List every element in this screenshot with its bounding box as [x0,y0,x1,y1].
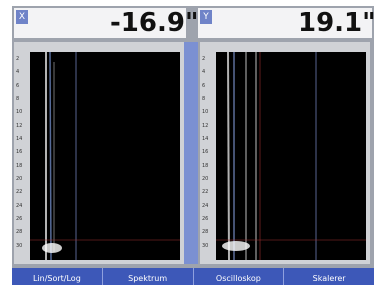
depth-tick: 8 [16,96,19,102]
depth-tick: 18 [202,163,208,169]
depth-tick: 24 [202,203,208,209]
depth-tick: 2 [202,56,205,62]
depth-tick: 16 [16,149,22,155]
axis-tag: X [16,10,28,24]
menu-button[interactable]: Lin/Sort/Log [12,268,102,285]
menu-button[interactable]: Oscilloskop [193,268,284,285]
reading: -16.9" [110,8,199,38]
depth-tick: 12 [16,123,22,129]
depth-tick: 16 [202,149,208,155]
depth-tick: 26 [16,216,22,222]
depth-tick: 10 [202,109,208,115]
scan-image [216,52,366,260]
depth-tick: 14 [16,136,22,142]
depth-tick: 24 [16,203,22,209]
x-header: X -16.9" [14,8,186,38]
depth-tick: 20 [16,176,22,182]
axis-tag: Y [200,10,212,24]
depth-tick: 30 [16,243,22,249]
depth-tick: 20 [202,176,208,182]
depth-tick: 6 [202,83,205,89]
depth-tick: 28 [202,229,208,235]
depth-tick: 14 [202,136,208,142]
scan-image [30,52,180,260]
depth-tick: 6 [16,83,19,89]
depth-tick: 22 [202,189,208,195]
depth-tick: 4 [202,69,205,75]
scan-view [216,52,366,260]
depth-tick: 4 [16,69,19,75]
depth-tick: 26 [202,216,208,222]
reading: 19.1" [298,8,376,38]
depth-tick: 30 [202,243,208,249]
depth-tick: 28 [16,229,22,235]
menu-button[interactable]: Spektrum [102,268,193,285]
depth-tick: 10 [16,109,22,115]
depth-tick: 8 [202,96,205,102]
divider [184,42,198,264]
menu-button[interactable]: Skalerer [283,268,374,285]
page: {"readouts": [{"axis": "X", "value": "-1… [0,0,388,285]
scan-view [30,52,180,260]
y-header: Y 19.1" [198,8,372,38]
depth-tick: 18 [16,163,22,169]
depth-tick: 2 [16,56,19,62]
depth-tick: 12 [202,123,208,129]
depth-tick: 22 [16,189,22,195]
